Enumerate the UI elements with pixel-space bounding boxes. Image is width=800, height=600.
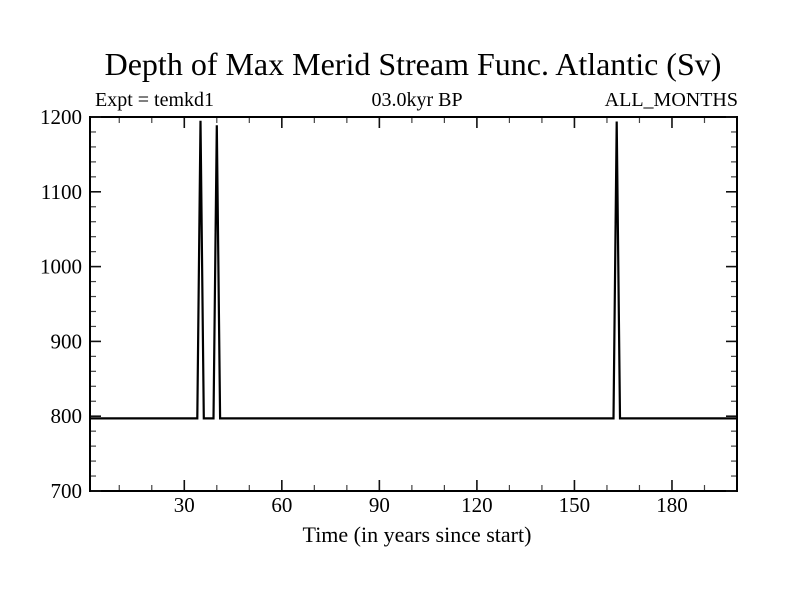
x-tick-label: 180 [656, 493, 688, 517]
x-tick-label: 30 [174, 493, 195, 517]
axes [89, 116, 738, 492]
x-tick-label: 120 [461, 493, 493, 517]
y-tick-label: 1100 [41, 180, 82, 204]
tick-labels: 30 60 90 120 150 180 700 800 900 1000 1100 1200 [40, 105, 688, 517]
months-label: ALL_MONTHS [605, 89, 738, 111]
plot-box [89, 116, 738, 492]
x-tick-label: 90 [369, 493, 390, 517]
epoch-label: 03.0kyr BP [371, 89, 462, 111]
series-line [90, 120, 737, 420]
x-axis-title: Time (in years since start) [303, 522, 532, 547]
y-tick-label: 1200 [40, 105, 82, 129]
y-tick-label: 1000 [40, 255, 82, 279]
x-tick-label: 60 [271, 493, 292, 517]
experiment-label: Expt = temkd1 [95, 89, 214, 111]
x-tick-label: 150 [559, 493, 591, 517]
chart-title: Depth of Max Merid Stream Func. Atlantic… [105, 46, 722, 82]
y-tick-label: 700 [51, 479, 83, 503]
data-line [90, 120, 737, 420]
y-tick-label: 800 [51, 404, 83, 428]
y-tick-label: 900 [51, 329, 83, 353]
